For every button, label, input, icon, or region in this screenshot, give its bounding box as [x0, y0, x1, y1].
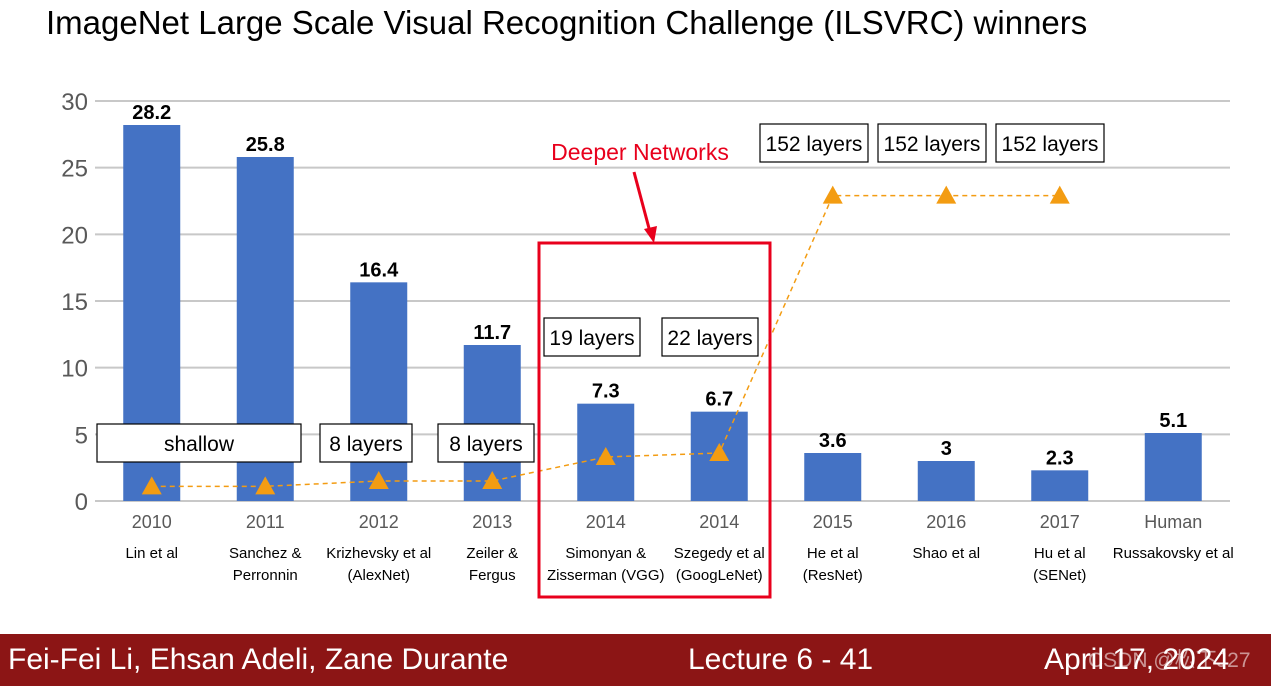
y-tick-label: 30	[61, 89, 88, 116]
entry-label: Russakovsky et al	[1113, 545, 1234, 562]
entry-label: Shao et al	[912, 545, 980, 562]
slide-title: ImageNet Large Scale Visual Recognition …	[46, 4, 1088, 41]
layer-label-box	[877, 123, 987, 163]
entry-label: Simonyan &	[565, 545, 646, 562]
footer-authors: Fei-Fei Li, Ehsan Adeli, Zane Durante	[8, 643, 509, 676]
x-tick-label: 2015	[813, 512, 853, 532]
layer-label-box	[995, 123, 1105, 163]
x-tick-label: 2010	[132, 512, 172, 532]
bar	[804, 453, 862, 501]
depth-marker-triangle	[255, 476, 276, 495]
deeper-networks-label: Deeper Networks	[551, 139, 729, 165]
y-tick-label: 15	[61, 289, 88, 316]
layer-label-text: 8 layers	[449, 433, 523, 456]
x-tick-label: Human	[1144, 512, 1202, 532]
bar-value-label: 25.8	[246, 134, 285, 156]
footer-date: April 17, 2024	[1044, 643, 1230, 676]
depth-marker-triangle	[368, 471, 389, 489]
depth-marker-triangle	[1049, 185, 1070, 204]
layer-label-text: 19 layers	[549, 327, 634, 350]
bar-value-label: 7.3	[592, 381, 620, 403]
bar-value-label: 3.6	[819, 430, 847, 452]
depth-trend-line	[151, 194, 1060, 488]
watermark: CSDN @松下J27	[1088, 649, 1251, 672]
bar	[350, 282, 408, 501]
footer-lecture: Lecture 6 - 41	[688, 643, 874, 676]
entry-label: Sanchez &	[229, 545, 302, 562]
bar	[1031, 470, 1089, 501]
bar-value-label: 3	[941, 438, 952, 460]
entry-label: Fergus	[469, 567, 516, 584]
y-tick-label: 10	[61, 356, 88, 383]
entry-label: Krizhevsky et al	[326, 545, 431, 562]
y-tick-label: 5	[75, 422, 88, 449]
depth-marker-triangle	[595, 447, 616, 465]
entry-label: He et al	[807, 545, 859, 562]
entry-label: Hu et al	[1034, 545, 1086, 562]
entry-label: Zisserman (VGG)	[547, 567, 665, 584]
entry-label: (GoogLeNet)	[676, 567, 763, 584]
depth-marker-triangle	[141, 476, 162, 495]
layer-label-text: 8 layers	[329, 433, 403, 456]
deeper-networks-arrow	[632, 171, 652, 233]
deeper-networks-arrowhead	[644, 226, 657, 243]
entry-label: (AlexNet)	[347, 567, 410, 584]
entry-label: (ResNet)	[803, 567, 863, 584]
layer-label-text: 152 layers	[766, 133, 863, 156]
footer-bar: Fei-Fei Li, Ehsan Adeli, Zane Durante Le…	[0, 634, 1271, 686]
layer-label-box	[759, 123, 869, 163]
layer-label-box	[96, 423, 302, 463]
ilsvrc-bar-chart: 0 5 10 15 20 25 30 28.2 2010 Lin et al 25.8 2011 San…	[61, 89, 1234, 599]
depth-marker-triangle	[709, 443, 730, 461]
depth-marker-triangle	[822, 185, 843, 204]
depth-marker-triangle	[482, 471, 503, 489]
bar-value-label: 28.2	[132, 102, 171, 124]
entry-label: Lin et al	[125, 545, 178, 562]
entry-label: (SENet)	[1033, 567, 1086, 584]
entry-label: Szegedy et al	[674, 545, 765, 562]
bar-value-label: 6.7	[705, 389, 733, 411]
x-tick-label: 2017	[1040, 512, 1080, 532]
x-tick-label: 2013	[472, 512, 512, 532]
entry-label: Zeiler &	[466, 545, 518, 562]
bar-value-label: 16.4	[359, 259, 399, 281]
bar-value-label: 5.1	[1159, 410, 1187, 432]
bar-value-label: 2.3	[1046, 447, 1074, 469]
y-tick-label: 20	[61, 222, 88, 249]
x-tick-label: 2011	[246, 512, 285, 532]
layer-label-text: 152 layers	[884, 133, 981, 156]
layer-label-box	[437, 423, 535, 463]
bar	[917, 461, 975, 501]
bar-value-label: 11.7	[473, 322, 511, 344]
layer-label-box	[543, 317, 641, 357]
x-tick-label: 2014	[586, 512, 626, 532]
x-tick-label: 2012	[359, 512, 399, 532]
entry-label: Perronnin	[233, 567, 298, 584]
layer-label-text: 152 layers	[1002, 133, 1099, 156]
layer-label-text: shallow	[164, 433, 235, 456]
depth-marker-triangle	[936, 185, 957, 204]
layer-label-text: 22 layers	[667, 327, 752, 350]
deeper-networks-highlight-box	[537, 241, 772, 599]
x-tick-label: 2016	[926, 512, 966, 532]
layer-label-box	[319, 423, 413, 463]
layer-label-box	[661, 317, 759, 357]
bar	[1144, 433, 1202, 501]
y-tick-label: 25	[61, 156, 88, 183]
y-tick-label: 0	[75, 489, 88, 516]
x-tick-label: 2014	[699, 512, 739, 532]
